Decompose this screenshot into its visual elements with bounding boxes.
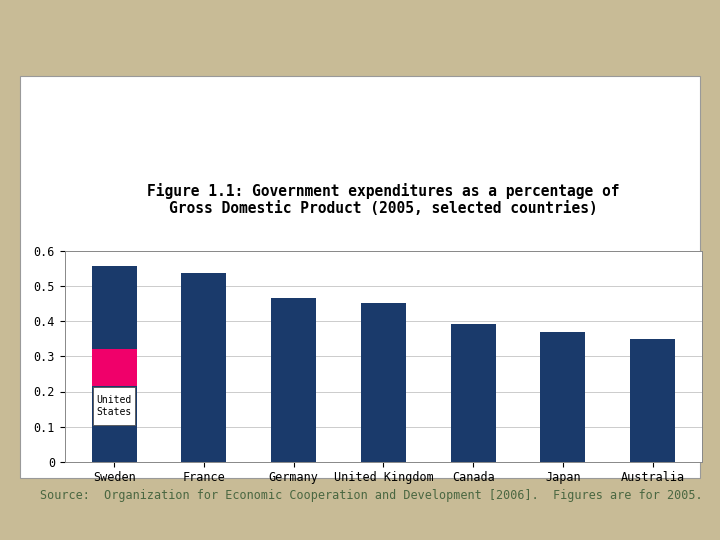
Bar — [361, 303, 406, 462]
Text: Source:  Organization for Economic Cooperation and Development [2006].  Figures : Source: Organization for Economic Cooper… — [40, 489, 702, 503]
Bar — [451, 324, 495, 462]
Bar — [181, 273, 226, 462]
FancyBboxPatch shape — [93, 387, 135, 425]
Bar — [541, 332, 585, 462]
Bar — [91, 266, 137, 462]
Text: United
States: United States — [96, 395, 132, 417]
Bar — [91, 349, 137, 386]
Bar — [630, 339, 675, 462]
Text: Figure 1.1: Government expenditures as a percentage of
Gross Domestic Product (2: Figure 1.1: Government expenditures as a… — [147, 183, 620, 216]
Bar — [271, 299, 316, 462]
